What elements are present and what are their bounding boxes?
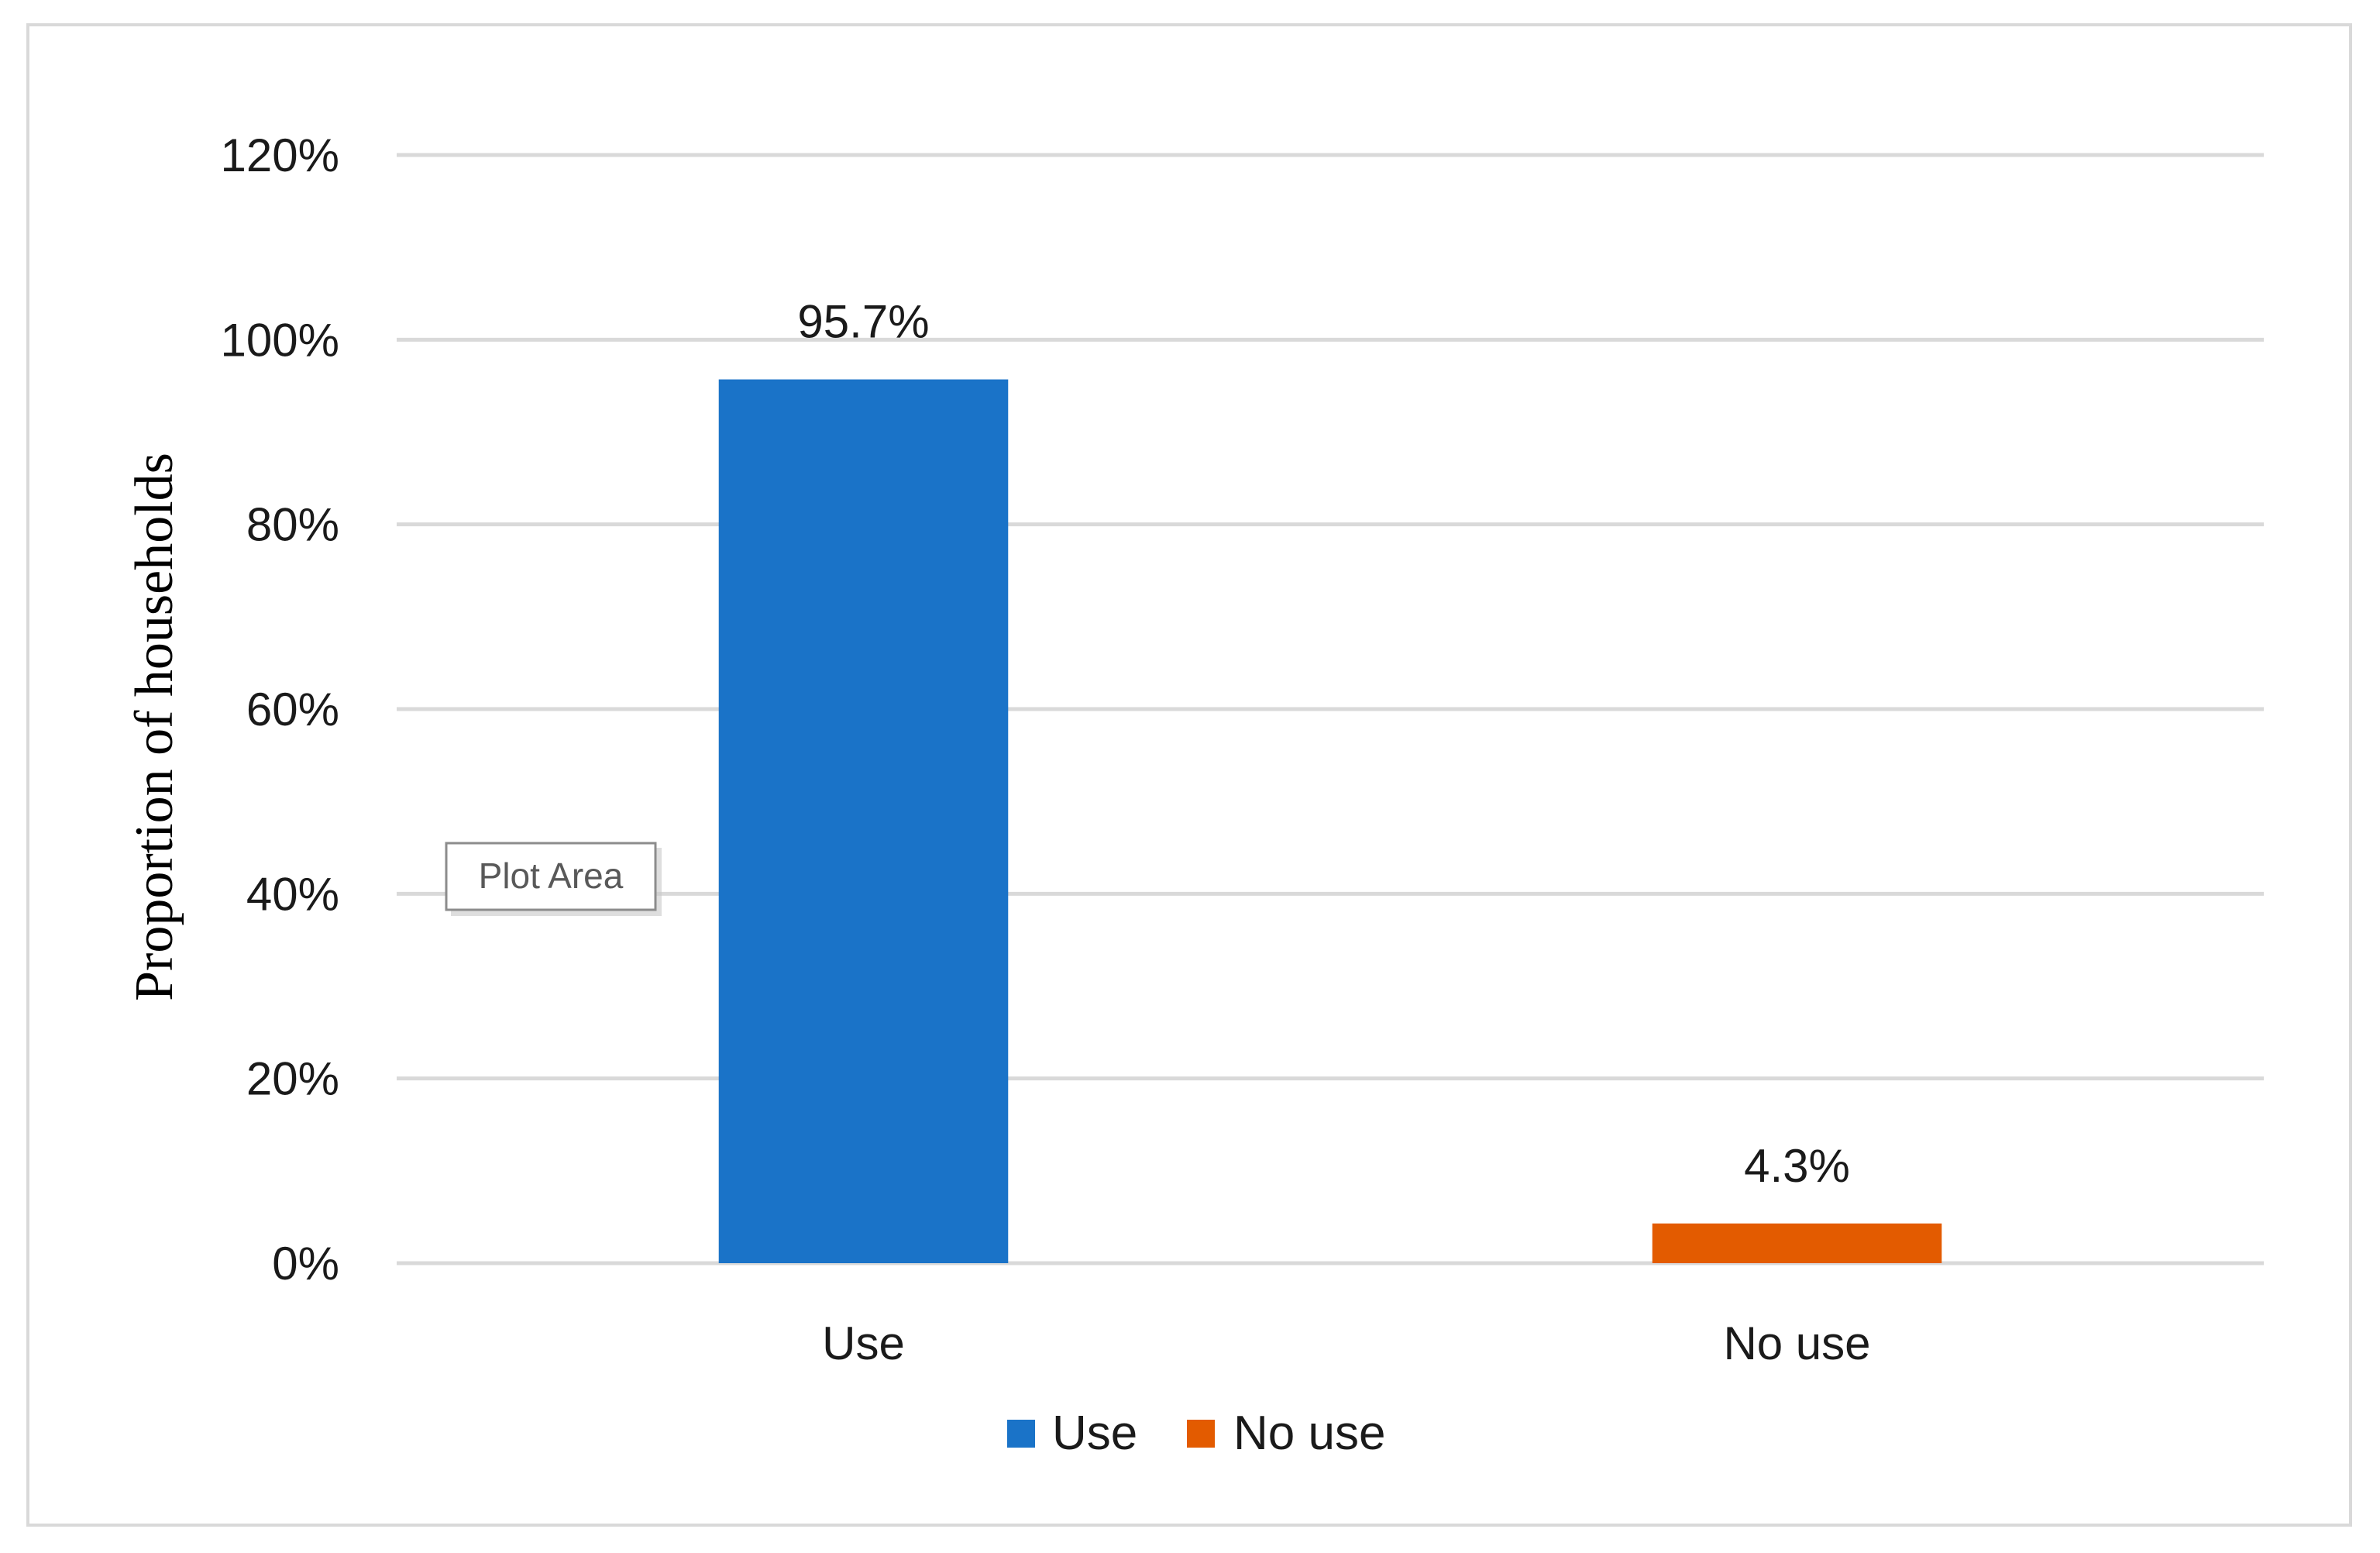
bar-use (718, 379, 1009, 1264)
legend: Use No use (1007, 1407, 1385, 1460)
x-tick-label-use: Use (822, 1317, 905, 1369)
data-labels: 95.7% 4.3% (797, 296, 1849, 1192)
y-tick-label: 80% (246, 499, 339, 551)
chart-frame (26, 23, 2352, 1527)
y-tick-label: 20% (246, 1053, 339, 1105)
bars (718, 379, 1942, 1264)
legend-label-no-use: No use (1233, 1407, 1385, 1460)
x-axis-ticks: Use No use (822, 1317, 1870, 1369)
y-tick-label: 0% (272, 1238, 339, 1290)
y-tick-label: 120% (221, 129, 339, 181)
gridlines (397, 153, 2264, 1265)
y-tick-label: 100% (221, 314, 339, 366)
plot-area-tooltip: Plot Area (445, 842, 662, 916)
x-tick-label-no-use: No use (1723, 1317, 1870, 1369)
bar-no-use (1652, 1223, 1942, 1263)
legend-label-use: Use (1052, 1407, 1137, 1460)
tooltip-label: Plot Area (479, 856, 624, 896)
legend-swatch-no-use (1187, 1420, 1215, 1448)
y-axis-ticks: 0% 20% 40% 60% 80% 100% 120% (221, 129, 339, 1290)
y-tick-label: 60% (246, 684, 339, 735)
y-axis-title: Proportion of households (125, 453, 184, 1001)
data-label-no-use: 4.3% (1744, 1140, 1850, 1192)
data-label-use: 95.7% (797, 296, 929, 348)
legend-swatch-use (1007, 1420, 1035, 1448)
y-tick-label: 40% (246, 868, 339, 920)
